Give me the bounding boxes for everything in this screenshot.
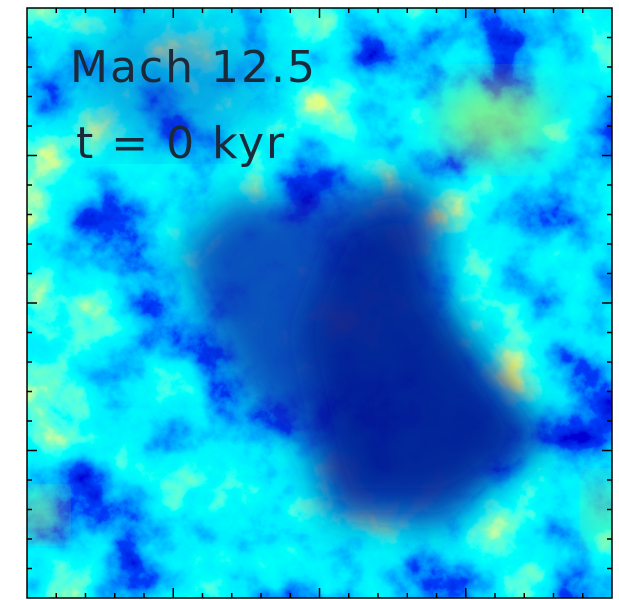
density-map [18,8,619,598]
time-label: t = 0 kyr [76,118,286,169]
simulation-panel: Mach 12.5 t = 0 kyr [0,0,619,600]
mach-label: Mach 12.5 [70,42,317,93]
